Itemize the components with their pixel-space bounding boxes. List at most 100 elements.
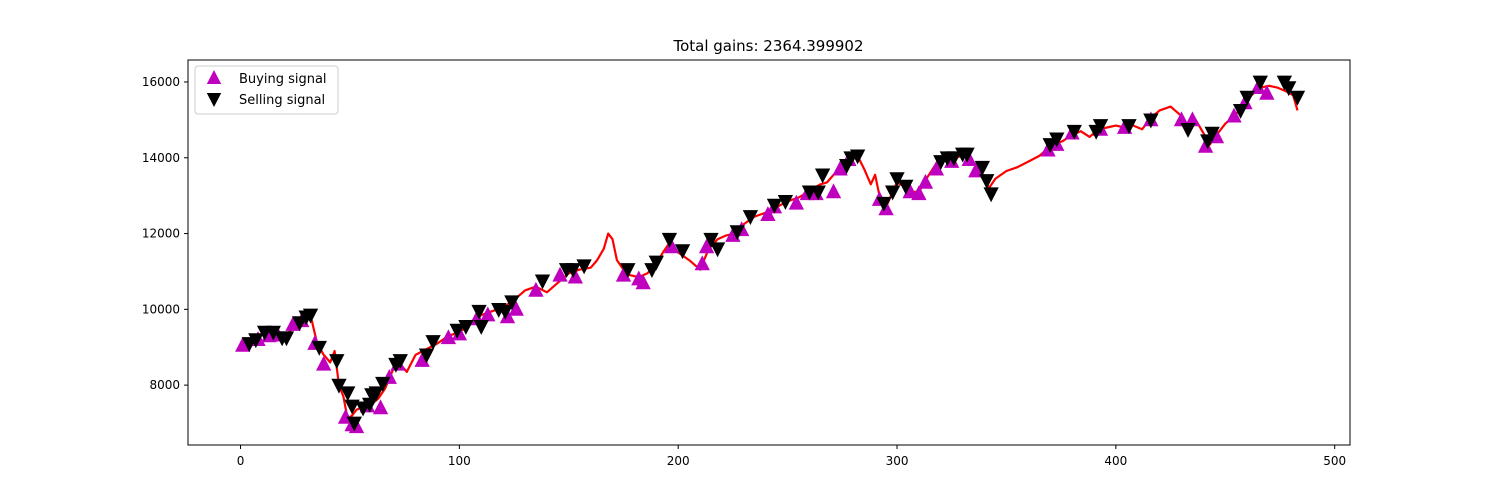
buy-signal-marker	[825, 183, 842, 199]
buy-signal-marker	[316, 355, 332, 371]
x-tick-label: 200	[667, 454, 690, 468]
sell-signal-marker	[709, 242, 726, 258]
sell-signal-marker	[876, 196, 892, 212]
sell-signal-marker	[471, 304, 487, 320]
sell-signal-marker	[497, 304, 513, 320]
buy-signal-marker	[832, 160, 848, 176]
sell-signal-marker	[346, 416, 362, 432]
sell-signal-marker	[620, 263, 636, 279]
buy-signal-marker	[440, 329, 457, 345]
buy-signal-marker	[372, 399, 389, 415]
buy-signal-marker	[285, 315, 301, 331]
sell-signal-marker	[375, 376, 391, 392]
y-tick-label: 16000	[142, 75, 180, 89]
sell-signal-marker	[458, 320, 474, 335]
buy-markers-group	[235, 79, 1275, 434]
legend: Buying signal Selling signal	[194, 65, 339, 115]
buy-signal-marker	[567, 268, 583, 284]
sell-signal-marker	[565, 263, 581, 279]
sell-signal-marker	[889, 172, 905, 188]
sell-signal-marker	[1204, 126, 1220, 142]
sell-signal-marker	[729, 225, 745, 241]
sell-signal-marker	[959, 147, 975, 163]
buy-signal-marker	[508, 300, 524, 316]
sell-signal-marker	[392, 354, 408, 369]
sell-signal-marker	[361, 397, 378, 413]
sell-signal-marker	[810, 185, 826, 201]
sell-signal-marker	[265, 325, 281, 341]
sell-signal-marker	[425, 335, 441, 351]
buy-signal-marker	[1184, 111, 1201, 127]
x-tick-label: 400	[1104, 454, 1127, 468]
sell-signal-marker	[504, 295, 520, 311]
sell-signal-marker	[898, 179, 914, 195]
sell-signal-marker	[974, 160, 991, 176]
sell-signal-marker	[742, 210, 759, 226]
y-tick-label: 12000	[142, 227, 180, 241]
buy-signal-marker	[1259, 84, 1275, 100]
buy-signal-marker	[499, 308, 516, 324]
buy-signal-marker	[911, 185, 927, 201]
chart-title: Total gains: 2364.399902	[672, 37, 863, 55]
sell-signal-marker	[248, 333, 264, 349]
y-tick-label: 10000	[142, 302, 180, 316]
buy-signal-marker	[694, 255, 710, 271]
sell-signal-marker	[1143, 113, 1159, 129]
x-tick-label: 500	[1323, 454, 1346, 468]
sell-signal-marker	[340, 386, 356, 402]
buy-signal-marker	[961, 151, 977, 167]
buy-signal-marker	[1197, 137, 1214, 153]
sell-signal-marker	[648, 255, 664, 271]
sell-signal-marker	[368, 386, 384, 402]
sell-signal-marker	[1239, 90, 1255, 106]
sell-signal-marker	[1049, 132, 1065, 148]
sell-signal-marker	[1289, 90, 1306, 106]
buy-signal-marker	[878, 200, 894, 216]
sell-signal-marker	[1066, 124, 1082, 140]
sell-signal-marker	[979, 174, 995, 190]
sell-signal-marker	[946, 151, 962, 167]
sell-signal-marker	[331, 378, 347, 394]
buy-signal-marker	[1226, 107, 1242, 123]
buy-signal-marker	[760, 206, 776, 221]
sell-signal-marker	[1121, 119, 1137, 135]
sell-signal-marker	[814, 168, 831, 184]
buy-signal-marker	[1040, 141, 1056, 157]
sell-signal-marker	[777, 194, 794, 210]
buy-signal-marker	[552, 266, 568, 282]
buy-signal-marker	[480, 306, 496, 322]
sell-signal-marker	[329, 354, 345, 369]
sell-signal-marker	[1092, 119, 1109, 135]
y-axis: 8000 10000 12000 14000 16000	[142, 75, 188, 392]
buy-signal-marker	[235, 336, 251, 352]
sell-signal-marker	[674, 244, 691, 260]
sell-signal-marker	[1252, 75, 1268, 91]
buy-signal-marker	[902, 183, 918, 199]
buy-signal-marker	[917, 173, 934, 189]
sell-signal-marker	[1232, 104, 1249, 119]
sell-signal-marker	[418, 348, 435, 364]
sell-signal-marker	[311, 340, 327, 356]
sell-signal-marker	[449, 323, 465, 339]
legend-box	[194, 65, 339, 115]
sell-signal-marker	[344, 399, 360, 415]
sell-signal-marker	[1180, 122, 1196, 138]
buy-signal-marker	[414, 351, 430, 367]
y-tick-label: 8000	[149, 378, 180, 392]
buy-signal-marker	[698, 238, 715, 254]
x-axis: 0 100 200 300 400 500	[237, 445, 1346, 468]
sell-signal-marker	[1281, 81, 1297, 97]
y-tick-label: 14000	[142, 151, 180, 165]
buy-signal-marker	[788, 194, 805, 210]
buy-signal-marker	[1173, 111, 1190, 127]
x-tick-label: 100	[448, 454, 471, 468]
buy-signal-marker	[1250, 79, 1266, 95]
plot-frame	[187, 59, 1351, 446]
x-tick-label: 300	[886, 454, 909, 468]
buy-signal-marker	[968, 162, 984, 178]
buy-signal-marker	[615, 266, 632, 282]
buy-signal-marker	[635, 274, 651, 290]
sell-markers-group	[241, 75, 1306, 432]
sell-signal-marker	[884, 185, 901, 201]
